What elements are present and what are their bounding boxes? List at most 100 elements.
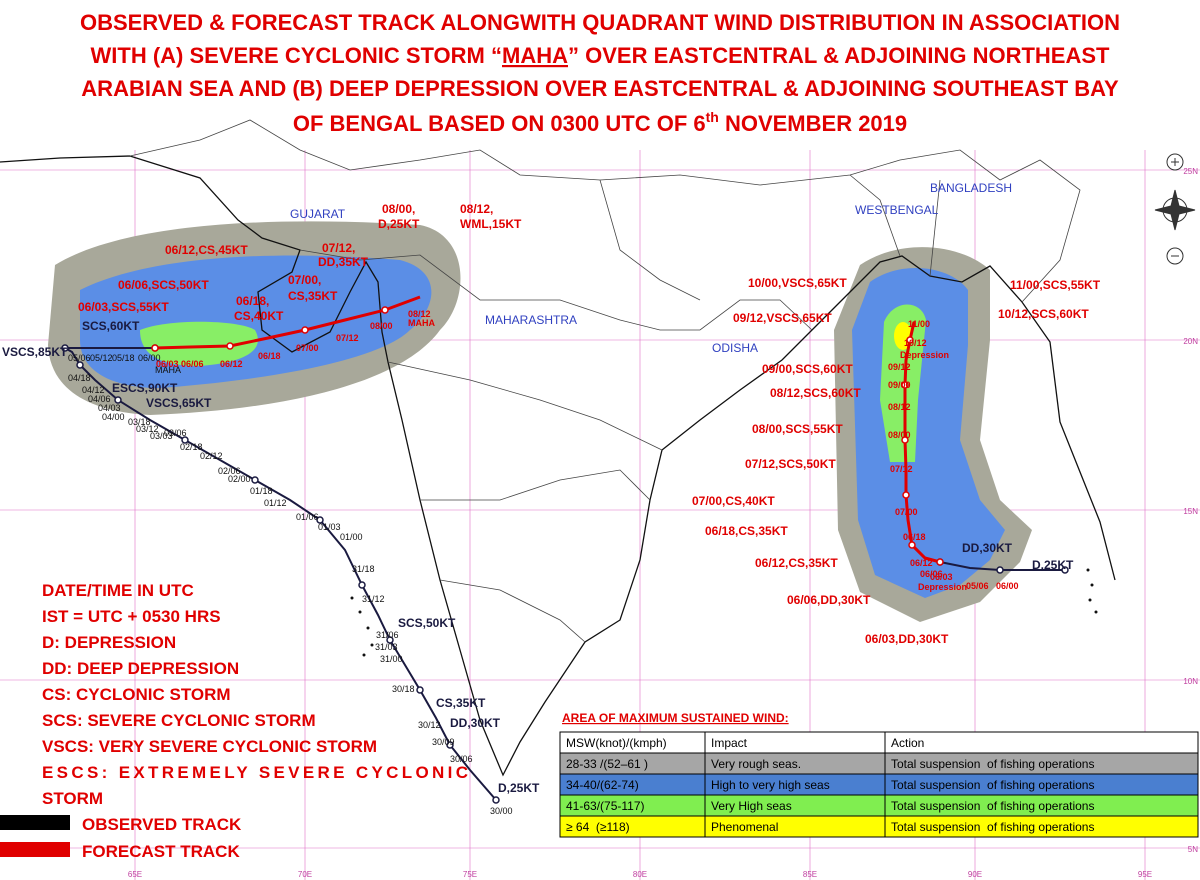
track-point <box>358 581 366 589</box>
table-cell: Phenomenal <box>711 820 778 834</box>
table-cell: Total suspension of fishing operations <box>891 757 1094 771</box>
track-point <box>386 636 394 644</box>
key-item: SCS: SEVERE CYCLONIC STORM <box>42 711 316 730</box>
track-label: 06/03 <box>930 572 953 582</box>
track-label: 08/12, <box>460 202 493 216</box>
track-label: 06/00 <box>996 581 1019 591</box>
track-label: 06/00 <box>138 353 161 363</box>
wind-area-64 <box>894 322 912 350</box>
table-cell: 34-40/(62-74) <box>566 778 639 792</box>
track-label: 04/12 <box>82 385 105 395</box>
track-point <box>181 436 189 444</box>
track-label: 07/12, <box>322 241 355 255</box>
zoom-in-icon <box>1171 158 1179 166</box>
track-label: 08/00 <box>370 321 393 331</box>
key-item: DATE/TIME IN UTC <box>42 581 194 600</box>
track-point <box>996 566 1004 574</box>
track-label: 09/00,SCS,60KT <box>762 362 853 376</box>
table-cell: MSW(knot)/(kmph) <box>566 736 667 750</box>
lon-label: 95E <box>1138 870 1152 879</box>
table-cell: Total suspension of fishing operations <box>891 799 1094 813</box>
track-label: 05/12 <box>90 353 113 363</box>
track-label: 03/18 <box>128 417 151 427</box>
track-point <box>492 796 500 804</box>
track-point <box>316 516 324 524</box>
track-label: 09/12,VSCS,65KT <box>733 311 832 325</box>
track-label: 08/12 <box>888 402 911 412</box>
track-point <box>301 326 309 334</box>
title-line: OBSERVED & FORECAST TRACK ALONGWITH QUAD… <box>80 10 1120 35</box>
track-point <box>114 396 122 404</box>
table-cell: Total suspension of fishing operations <box>891 820 1094 834</box>
table-row <box>559 773 1199 796</box>
table-cell: High to very high seas <box>711 778 830 792</box>
table-cell: 28-33 /(52–61 ) <box>566 757 648 771</box>
table-cell: Impact <box>711 736 748 750</box>
track-label: 06/06,SCS,50KT <box>118 278 209 292</box>
track-label: 08/12 <box>408 309 431 319</box>
track-point <box>76 361 84 369</box>
track-label: WESTBENGAL <box>855 203 939 217</box>
wind-table: AREA OF MAXIMUM SUSTAINED WIND: MSW(knot)… <box>559 711 1199 838</box>
track-label: 06/12,CS,35KT <box>755 556 838 570</box>
track-point <box>226 342 234 350</box>
track-label: D,25KT <box>1032 558 1074 572</box>
legend-label: OBSERVED TRACK <box>82 815 242 834</box>
table-row <box>559 815 1199 838</box>
lat-label: 25N <box>1183 167 1198 176</box>
title-part: NOVEMBER 2019 <box>719 111 907 136</box>
track <box>154 295 421 350</box>
track-label: 01/18 <box>250 486 273 496</box>
track-label: 30/09 <box>432 737 455 747</box>
track-label: Depression <box>918 582 967 592</box>
track-label: MAHA <box>408 318 435 328</box>
track-label: DD,30KT <box>450 716 501 730</box>
lat-label: 15N <box>1183 507 1198 516</box>
table-row <box>559 752 1199 775</box>
track-label: 06/18 <box>903 532 926 542</box>
track-label: 04/06 <box>88 394 111 404</box>
track-label: CS,40KT <box>234 309 284 323</box>
track-label: 07/00 <box>895 507 918 517</box>
track-label: 07/12 <box>336 333 359 343</box>
track-label: GUJARAT <box>290 207 346 221</box>
track-point <box>936 558 944 566</box>
track-label: 06/12,CS,45KT <box>165 243 248 257</box>
track-point <box>381 306 389 314</box>
track-label: ODISHA <box>712 341 758 355</box>
track-label: 04/03 <box>98 403 121 413</box>
lon-label: 75E <box>463 870 477 879</box>
track-label: 30/00 <box>490 806 513 816</box>
legend-swatch <box>0 842 70 857</box>
track-point <box>1061 566 1069 574</box>
track-label: MAHARASHTRA <box>485 313 577 327</box>
table-title: AREA OF MAXIMUM SUSTAINED WIND: <box>562 711 789 725</box>
title-line: OF BENGAL BASED ON 0300 UTC OF 6th NOVEM… <box>293 109 907 136</box>
track-label: 06/06 <box>181 359 204 369</box>
track-label: 06/03,DD,30KT <box>865 632 949 646</box>
track-label: 06/18, <box>236 294 269 308</box>
track-label: 08/00, <box>382 202 415 216</box>
lon-label: 90E <box>968 870 982 879</box>
track-label: 03/06 <box>164 428 187 438</box>
track <box>61 347 497 801</box>
lat-label: 20N <box>1183 337 1198 346</box>
map-controls[interactable] <box>1154 153 1196 265</box>
key-item: CS: CYCLONIC STORM <box>42 685 231 704</box>
track-label: 10/00,VSCS,65KT <box>748 276 847 290</box>
track-label: 06/18,CS,35KT <box>705 524 788 538</box>
track-point <box>151 344 159 352</box>
track-label: MAHA <box>155 365 181 375</box>
track-label: CS,35KT <box>436 696 486 710</box>
track-label: 04/00 <box>102 412 125 422</box>
track-label: SCS,60KT <box>82 319 140 333</box>
track-label: 06/03 <box>156 359 179 369</box>
lon-label: 85E <box>803 870 817 879</box>
track-label: 02/06 <box>218 466 241 476</box>
track-label: 09/12 <box>888 362 911 372</box>
labels: GUJARAT MAHARASHTRA ODISHA WESTBENGAL BANGLA… <box>2 181 1101 816</box>
key-item: ESCS: EXTREMELY SEVERE CYCLONIC <box>42 763 468 782</box>
track-point <box>901 381 909 389</box>
track-label: 05/06 <box>68 353 91 363</box>
track-label: 06/12 <box>220 359 243 369</box>
